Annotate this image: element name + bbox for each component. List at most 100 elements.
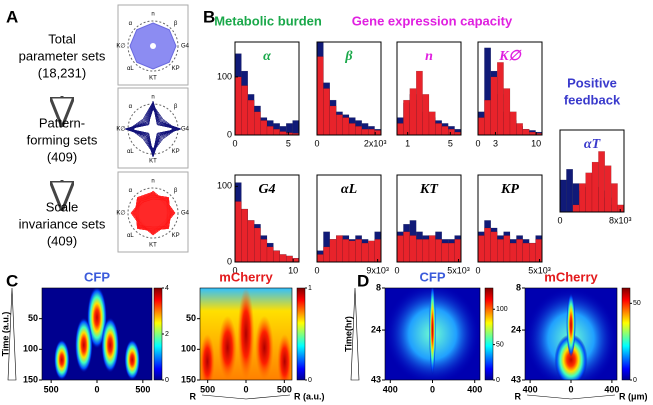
heatmap-region xyxy=(255,315,274,380)
panel-label: D xyxy=(357,271,369,290)
y-axis-label: Time(hr) xyxy=(343,316,353,352)
colorbar xyxy=(621,287,631,381)
heatmap-title: CFP xyxy=(420,269,446,284)
y-tick-label: 24 xyxy=(511,324,521,334)
group-title: Gene expression capacity xyxy=(352,13,513,28)
histogram-bar xyxy=(503,88,511,136)
heatmap-region xyxy=(124,339,140,380)
histogram-bar xyxy=(279,254,287,263)
radar-label: G4 xyxy=(181,211,190,217)
x-tick-label: 5x10³ xyxy=(447,265,470,275)
radar-label: αL xyxy=(127,66,134,72)
y-axis-label: Time (a.u.) xyxy=(0,312,10,357)
histogram-bar xyxy=(522,242,530,263)
histogram-frame xyxy=(234,174,300,263)
histogram-bar xyxy=(579,183,586,213)
histogram-frame xyxy=(316,41,382,136)
x-tick-label: 400 xyxy=(383,384,398,394)
histogram-bar xyxy=(374,239,382,263)
histogram-bar xyxy=(342,117,350,136)
histogram-bar xyxy=(477,235,485,263)
histogram-bar xyxy=(516,239,524,263)
x-tick-label: 500 xyxy=(135,384,150,394)
x-axis-label: R xyxy=(190,391,197,401)
histogram-bar xyxy=(409,235,417,263)
stage-text: (409) xyxy=(47,233,77,248)
histogram-bar xyxy=(509,111,517,136)
y-tick-label: 0 xyxy=(227,129,232,139)
y-tick-label: 0 xyxy=(227,256,232,266)
y-tick-label: 8 xyxy=(516,282,521,292)
histogram-frame xyxy=(477,174,543,263)
radar-frame xyxy=(117,171,189,253)
histogram-bar xyxy=(428,235,436,263)
heatmap-region xyxy=(54,339,70,380)
histogram-bar xyxy=(323,88,330,136)
histogram-bar xyxy=(316,56,324,136)
histogram-bar xyxy=(416,70,423,136)
histogram-frame xyxy=(559,129,625,213)
heatmap-region xyxy=(277,334,292,380)
x-tick-label: 0 xyxy=(475,265,480,275)
histogram-label: K∅ xyxy=(498,49,522,64)
histogram-bar xyxy=(253,111,261,136)
histogram-bar xyxy=(403,231,410,263)
x-tick-label: 5 xyxy=(448,138,453,148)
radar-line xyxy=(127,100,181,156)
stage-text: invariance sets xyxy=(19,216,106,231)
heatmap-region xyxy=(87,288,107,349)
histogram-frame xyxy=(234,41,300,136)
histogram-bar xyxy=(566,169,574,213)
histogram-label: KT xyxy=(419,182,439,197)
x-tick-label: 400 xyxy=(604,384,619,394)
x-tick-label: 0 xyxy=(232,138,237,148)
x-axis-label: R (μm) xyxy=(619,391,648,401)
radar-line xyxy=(137,194,171,230)
panel-label: B xyxy=(203,7,215,26)
histogram-label: α xyxy=(263,49,271,64)
y-tick-label: 24 xyxy=(371,324,381,334)
x-axis-label: R xyxy=(515,391,522,401)
histogram-bar xyxy=(503,235,511,263)
heatmap-region xyxy=(566,292,576,357)
x-tick-label: 0 xyxy=(557,215,562,225)
colorbar-tick-label: 0 xyxy=(496,377,500,384)
histogram-bar xyxy=(348,240,356,263)
stage-text: Scale xyxy=(46,199,79,214)
radar-label: G4 xyxy=(181,44,190,50)
x-tick-label: 0 xyxy=(394,265,399,275)
x-tick-label: 0 xyxy=(243,384,248,394)
radar-line xyxy=(133,190,175,234)
histogram-bar xyxy=(559,179,567,213)
heatmap xyxy=(200,288,292,380)
histogram-frame xyxy=(396,41,462,136)
colorbar-tick-label: 50 xyxy=(633,300,641,307)
histogram-bar xyxy=(336,235,343,263)
stage-text: parameter sets xyxy=(19,48,106,63)
histogram-bar xyxy=(253,227,261,263)
histogram-bar xyxy=(611,183,618,213)
histogram-bar xyxy=(273,128,280,136)
histogram-bar xyxy=(247,220,255,263)
histogram-bar xyxy=(361,128,369,136)
radar-outline xyxy=(127,187,179,239)
y-tick-label: 50 xyxy=(186,313,196,323)
histogram-bar xyxy=(361,242,369,263)
histogram-bar xyxy=(260,120,268,136)
y-tick-label: 43 xyxy=(371,374,381,384)
stage-text: (18,231) xyxy=(38,65,86,80)
radar-label: KT xyxy=(149,76,157,82)
axis-wedge xyxy=(526,394,616,400)
histogram-bar xyxy=(435,123,442,136)
histogram-bar xyxy=(535,239,543,263)
x-tick-label: 0 xyxy=(568,384,573,394)
histogram-bar xyxy=(292,120,300,136)
y-tick-label: 43 xyxy=(511,374,521,384)
x-tick-label: 500 xyxy=(277,384,292,394)
x-tick-label: 3 xyxy=(493,138,498,148)
radar-label: αL xyxy=(127,233,134,239)
radar-label: α xyxy=(129,104,133,110)
colorbar-tick-label: 0 xyxy=(633,377,637,384)
heatmap-region xyxy=(237,288,255,380)
histogram-bar xyxy=(368,240,375,263)
